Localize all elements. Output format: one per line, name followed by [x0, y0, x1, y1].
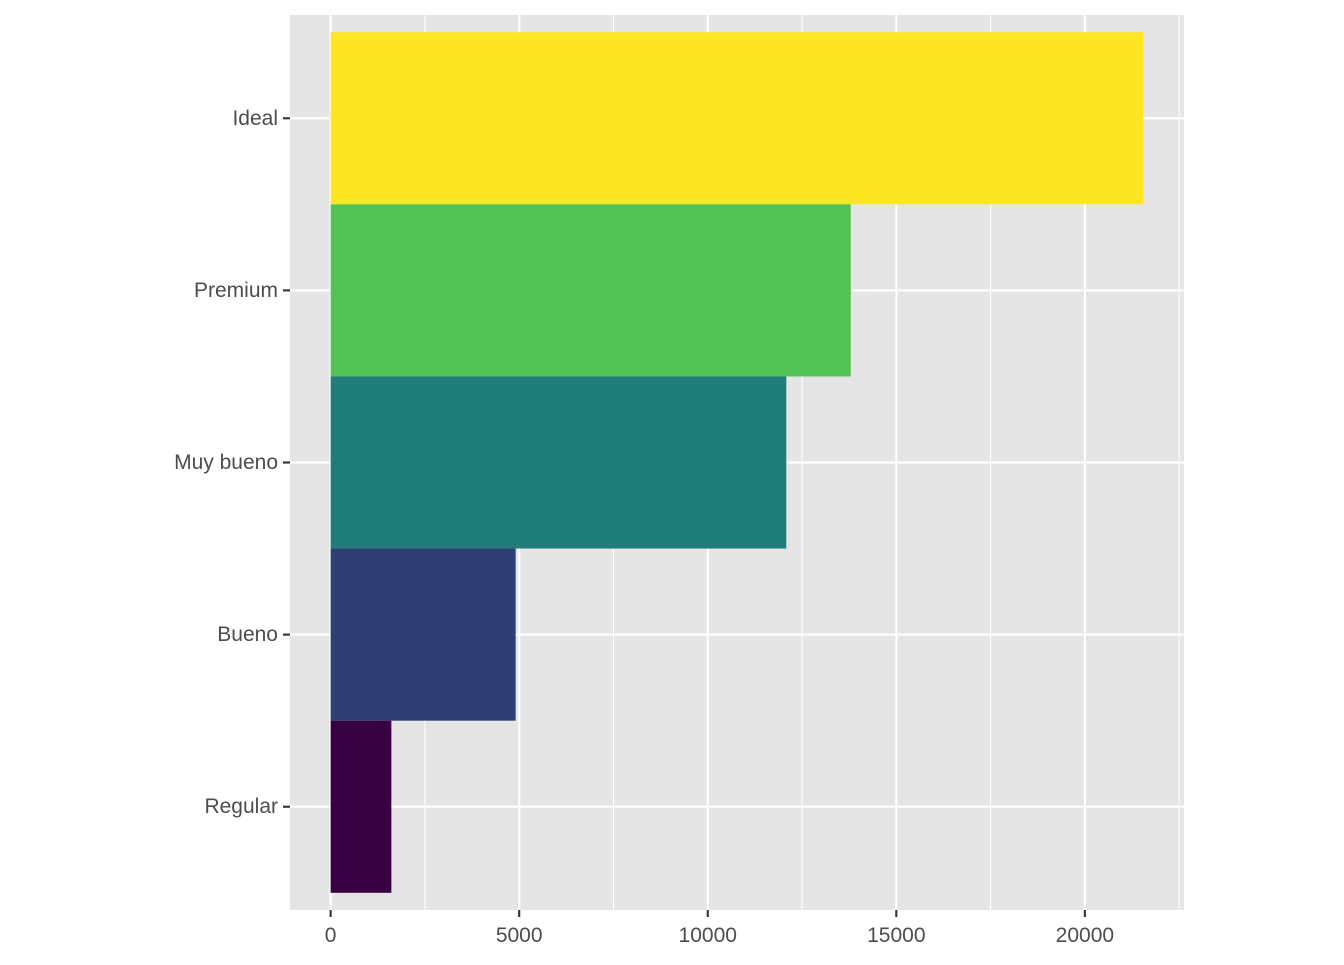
- y-tick-label: Muy bueno: [174, 451, 278, 474]
- x-tick-label: 20000: [1056, 924, 1114, 947]
- bar-bueno: [330, 548, 516, 721]
- y-tick-label: Ideal: [232, 107, 278, 130]
- y-tick-label: Regular: [204, 795, 278, 818]
- x-tick-label: 15000: [867, 924, 925, 947]
- x-tick-label: 10000: [679, 924, 737, 947]
- bar-ideal: [330, 32, 1144, 205]
- y-tick-label: Bueno: [217, 623, 278, 646]
- y-tick-label: Premium: [194, 279, 278, 302]
- bar-regular: [330, 720, 392, 893]
- x-axis: 0 5000 10000 15000 20000: [325, 910, 1114, 947]
- bars: [330, 32, 1144, 893]
- bar-muy-bueno: [330, 376, 787, 549]
- x-tick-label: 5000: [496, 924, 543, 947]
- bar-premium: [330, 204, 851, 377]
- y-axis: Ideal Premium Muy bueno Bueno Regular: [174, 107, 290, 818]
- x-tick-label: 0: [325, 924, 337, 947]
